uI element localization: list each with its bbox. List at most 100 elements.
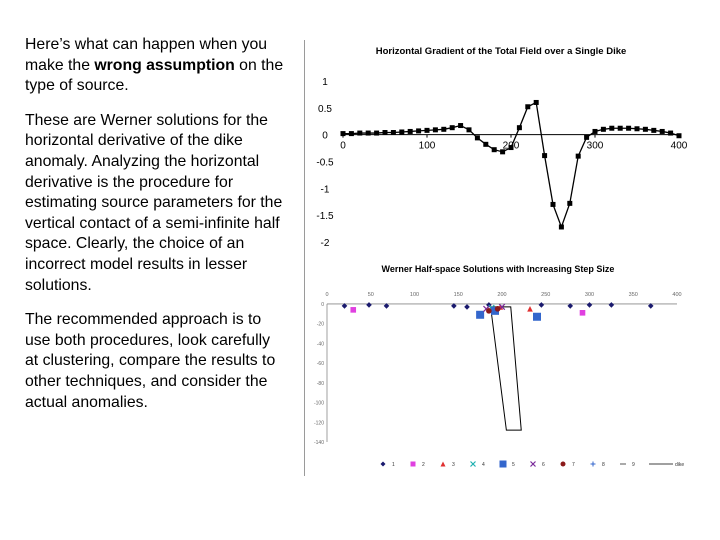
data-point: [432, 127, 438, 133]
data-point: [567, 200, 573, 206]
legend-label: 6: [542, 462, 545, 468]
x-tick-label: 400: [672, 292, 681, 298]
data-point: [466, 127, 472, 133]
data-point: [348, 131, 354, 137]
diamond-marker: [538, 302, 545, 308]
chart2-title: Werner Half-space Solutions with Increas…: [382, 264, 615, 274]
x-tick-label: 0: [325, 292, 328, 298]
dike-outline: [490, 306, 522, 431]
data-point: [449, 125, 455, 131]
legend-label: 3: [452, 462, 455, 468]
square-marker: [410, 461, 416, 467]
x-tick-label: 350: [629, 292, 638, 298]
data-point: [500, 149, 506, 155]
y-tick-label: -140: [314, 440, 324, 446]
y-tick-label: -1.5: [316, 211, 334, 222]
legend-label: dike: [675, 462, 684, 468]
werner-scatter-chart: Werner Half-space Solutions with Increas…: [314, 264, 684, 468]
gradient-line-chart: Horizontal Gradient of the Total Field o…: [316, 46, 688, 249]
data-point: [407, 128, 413, 134]
p1-text: Here’s what can happen when you make the: [25, 36, 268, 74]
y-tick-label: 0: [321, 302, 324, 308]
data-point: [668, 130, 674, 136]
divider: [304, 40, 305, 476]
data-point: [575, 153, 581, 159]
data-point: [634, 126, 640, 132]
diamond-marker: [464, 304, 470, 310]
diamond-marker: [586, 302, 593, 308]
x-marker-stroke: [530, 461, 536, 467]
legend-label: 5: [512, 462, 515, 468]
square-marker: [533, 312, 541, 321]
x-marker-stroke: [483, 305, 490, 313]
y-tick-label: -1: [321, 184, 330, 195]
data-point: [626, 125, 632, 131]
diamond-marker: [380, 461, 386, 467]
x-tick-label: 300: [585, 292, 594, 298]
circle-marker: [494, 306, 501, 312]
data-point: [609, 125, 615, 131]
data-point: [474, 135, 480, 141]
data-point: [340, 131, 346, 137]
data-point: [491, 147, 497, 153]
data-point: [651, 127, 657, 133]
square-marker: [491, 306, 499, 315]
data-point: [516, 125, 522, 131]
data-point: [483, 141, 489, 147]
data-point: [533, 99, 539, 105]
y-tick-label: 1: [322, 77, 328, 88]
x-tick-label: 50: [368, 292, 374, 298]
y-tick-label: -80: [317, 381, 324, 387]
data-point: [592, 128, 598, 134]
square-marker: [579, 310, 586, 316]
chart1-title: Horizontal Gradient of the Total Field o…: [376, 46, 627, 57]
y-tick-label: -100: [314, 401, 324, 407]
p1-text-end: on the type of source.: [25, 56, 284, 95]
y-tick-label: 0: [322, 131, 328, 142]
circle-marker: [560, 461, 566, 467]
data-point: [382, 130, 388, 136]
y-tick-label: -20: [317, 322, 324, 328]
data-point: [584, 134, 590, 140]
x-tick-label: 150: [454, 292, 463, 298]
data-point: [424, 127, 430, 133]
square-marker: [499, 460, 507, 468]
data-point: [458, 123, 464, 129]
square-marker: [350, 307, 357, 313]
y-tick-label: -0.5: [316, 158, 334, 169]
data-point: [600, 126, 606, 132]
data-point: [508, 145, 514, 151]
x-tick-label: 0: [340, 141, 346, 152]
data-point: [558, 224, 564, 230]
diamond-marker: [608, 302, 615, 308]
data-point: [550, 201, 556, 207]
legend-label: 2: [422, 462, 425, 468]
x-tick-label: 250: [541, 292, 550, 298]
x-tick-label: 200: [497, 292, 506, 298]
data-point: [357, 130, 363, 136]
y-tick-label: 0.5: [318, 104, 332, 115]
data-point: [374, 130, 380, 136]
data-point: [441, 126, 447, 132]
series-line: [343, 101, 680, 229]
paragraph-3: The recommended approach is to use both …: [25, 311, 276, 411]
x-tick-label: 400: [671, 141, 688, 152]
legend-label: 7: [572, 462, 575, 468]
legend-label: 4: [482, 462, 485, 468]
x-tick-label: 100: [410, 292, 419, 298]
y-tick-label: -40: [317, 341, 324, 347]
triangle-marker: [527, 306, 533, 312]
x-tick-label: 300: [587, 141, 604, 152]
data-point: [525, 104, 531, 110]
data-point: [676, 133, 682, 139]
triangle-marker: [440, 461, 446, 467]
diamond-marker: [366, 302, 372, 308]
legend-label: 8: [602, 462, 605, 468]
paragraph-2: These are Werner solutions for the horiz…: [25, 111, 283, 294]
data-point: [416, 128, 422, 134]
x-tick-label: 100: [419, 141, 436, 152]
data-point: [399, 129, 405, 135]
data-point: [659, 128, 665, 134]
x-marker-stroke: [470, 461, 476, 467]
circle-marker: [486, 308, 492, 314]
